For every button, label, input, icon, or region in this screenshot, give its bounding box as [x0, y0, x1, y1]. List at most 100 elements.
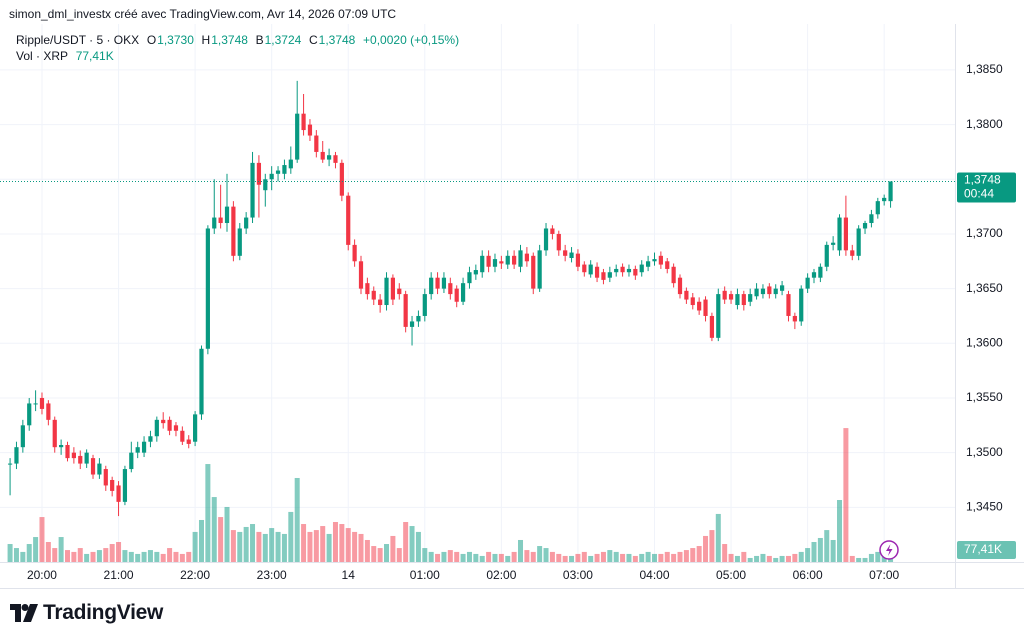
candle-body — [869, 214, 874, 224]
volume-bar — [243, 526, 249, 562]
volume-bar — [875, 551, 881, 562]
volume-bar — [537, 546, 543, 562]
volume-bar — [600, 551, 606, 562]
candle-body — [760, 288, 766, 295]
x-tick-label: 01:00 — [410, 568, 440, 582]
candle-body — [263, 179, 268, 191]
volume-bar — [58, 537, 64, 562]
header: simon_dml_investx créé avec TradingView.… — [9, 7, 397, 21]
volume-bar — [409, 526, 415, 562]
volume-bar — [422, 548, 428, 562]
volume-bar — [817, 537, 823, 562]
volume-bar — [45, 542, 51, 562]
candle-body — [575, 253, 581, 267]
candle-body — [658, 255, 663, 265]
volume-bar — [192, 531, 198, 562]
candle-body — [390, 277, 395, 300]
candle-body — [620, 266, 625, 273]
volume-bar — [677, 551, 683, 562]
volume-bar — [626, 553, 632, 562]
y-tick-label: 1,3450 — [966, 499, 1003, 513]
candle-body — [505, 255, 510, 265]
candle-body — [122, 469, 128, 502]
brand-icon — [10, 604, 38, 622]
candle-body — [180, 430, 185, 442]
volume-bar — [530, 551, 536, 562]
candle-body — [416, 315, 421, 322]
candle-body — [518, 250, 523, 267]
volume-bar — [96, 550, 102, 562]
candle-body — [167, 419, 172, 431]
candle-body — [684, 290, 689, 300]
candle-body — [14, 447, 19, 464]
volume-bar — [715, 513, 721, 562]
candle-body — [33, 403, 38, 405]
volume-bar — [562, 555, 568, 562]
candle-body — [480, 255, 485, 273]
x-tick-label: 20:00 — [27, 568, 57, 582]
volume-bar — [262, 533, 268, 562]
volume-bar — [837, 500, 843, 562]
candle-body — [818, 266, 823, 278]
x-tick-label: 07:00 — [869, 568, 899, 582]
volume-bar — [511, 551, 517, 562]
candle-body — [435, 277, 440, 289]
candle-body — [773, 288, 778, 295]
volume-name: Vol · XRP — [16, 49, 69, 63]
candle-body — [799, 288, 804, 322]
volume-bar — [722, 544, 728, 562]
volume-bar — [288, 511, 294, 562]
volume-bar — [441, 551, 447, 562]
volume-bar — [384, 544, 390, 562]
candle-body — [454, 288, 459, 302]
candle-body — [275, 170, 281, 174]
candle-body — [626, 268, 632, 273]
candle-body — [237, 228, 242, 256]
last-volume-marker — [957, 541, 1016, 560]
candle-body — [186, 439, 191, 444]
candle-body — [882, 197, 887, 202]
volume-bar — [13, 548, 19, 562]
volume-bar — [167, 548, 173, 562]
volume-bar — [709, 530, 715, 562]
volume-bar — [524, 550, 530, 562]
volume-bar — [332, 522, 338, 562]
candle-body — [339, 162, 344, 196]
candle-body — [856, 228, 861, 256]
candle-body — [639, 264, 644, 273]
volume-bar — [275, 531, 281, 562]
volume-bar — [581, 551, 587, 562]
candle-body — [403, 294, 408, 327]
volume-bar — [830, 539, 836, 562]
candle-body — [875, 201, 880, 215]
volume-bar — [371, 546, 377, 562]
candle-body — [84, 452, 89, 464]
candle-body — [671, 266, 676, 284]
candle-body — [550, 228, 555, 234]
candle-body — [690, 297, 695, 306]
candle-body — [224, 206, 230, 224]
volume-bar — [294, 477, 300, 562]
candle-body — [429, 277, 434, 295]
last-price-label: 1,3748 — [964, 173, 1001, 187]
candle-body — [365, 283, 370, 295]
volume-bar — [141, 551, 147, 562]
volume-bar — [39, 517, 45, 562]
candle-body — [39, 397, 45, 409]
y-tick-label: 1,3800 — [966, 117, 1003, 131]
countdown: 00:44 — [964, 187, 994, 201]
candle-body — [346, 195, 351, 245]
y-tick-label: 1,3600 — [966, 335, 1003, 349]
volume-bar — [824, 530, 830, 562]
candle-body — [129, 452, 134, 470]
y-tick-label: 1,3700 — [966, 226, 1003, 240]
volume-bar — [198, 519, 204, 562]
volume-bar — [639, 553, 645, 562]
y-tick-label: 1,3550 — [966, 390, 1003, 404]
candle-body — [748, 294, 753, 302]
candle-body — [358, 261, 364, 289]
volume-bar — [7, 544, 13, 562]
volume-bar — [396, 548, 402, 562]
volume-bar — [154, 551, 160, 562]
candle-body — [295, 113, 300, 160]
